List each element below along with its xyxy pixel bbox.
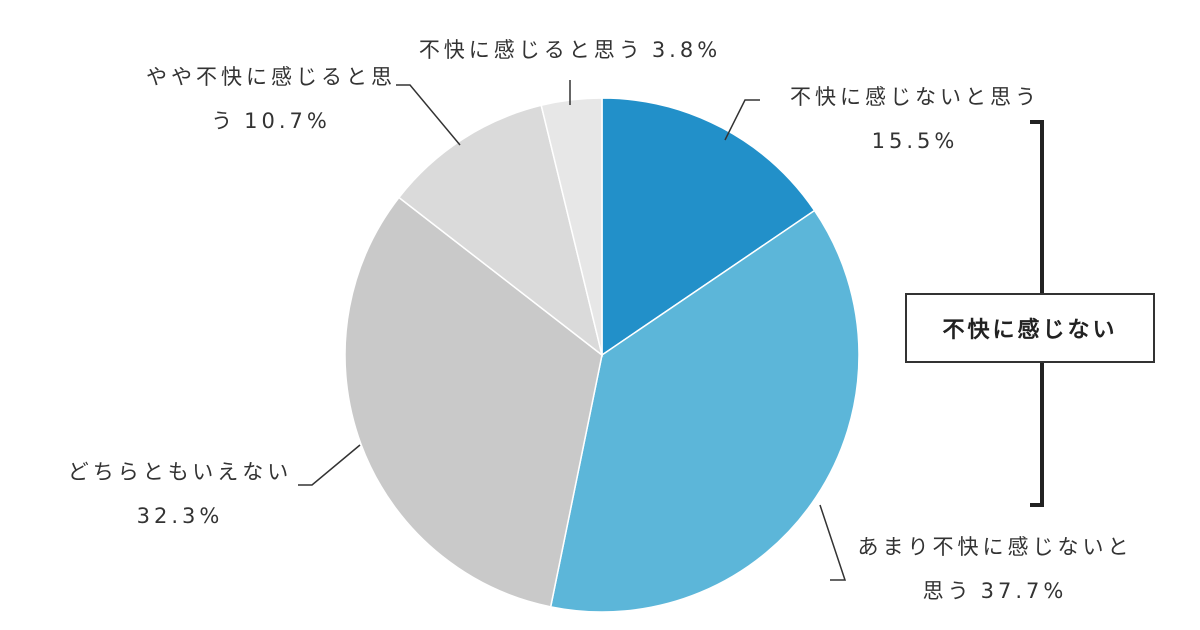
value-label: 15.5% [871, 129, 959, 153]
pie-slice [601, 97, 816, 357]
pie [344, 97, 860, 613]
category-label: やや不快に感じると思う [146, 65, 396, 133]
slice-label: 不快に感じないと思う 15.5% [765, 75, 1065, 163]
slice-label: あまり不快に感じないと思う 37.7% [850, 525, 1140, 613]
leader-lines [298, 80, 847, 581]
category-label: 不快に感じないと思う [790, 85, 1040, 109]
leader-line [298, 444, 361, 486]
value-label: 37.7% [980, 579, 1068, 603]
slice-label: やや不快に感じると思う 10.7% [140, 55, 402, 143]
leader-line [724, 99, 760, 141]
category-label: 不快に感じると思う [418, 38, 644, 62]
category-label: あまり不快に感じないと思う [857, 535, 1133, 603]
category-label: どちらともいえない [67, 460, 293, 484]
pie-slice [549, 209, 860, 613]
value-label: 32.3% [136, 504, 224, 528]
value-label: 3.8% [651, 38, 722, 62]
leader-line [819, 504, 847, 581]
pie-slice [344, 196, 603, 608]
annotation: 不快に感じない [905, 293, 1155, 363]
value-label: 10.7% [244, 109, 331, 133]
leader-line [396, 84, 461, 146]
slice-label: どちらともいえない 32.3% [50, 450, 310, 538]
slice-label: 不快に感じると思う 3.8% [390, 28, 750, 72]
pie-slice [540, 97, 603, 356]
pie-slice [397, 104, 604, 357]
